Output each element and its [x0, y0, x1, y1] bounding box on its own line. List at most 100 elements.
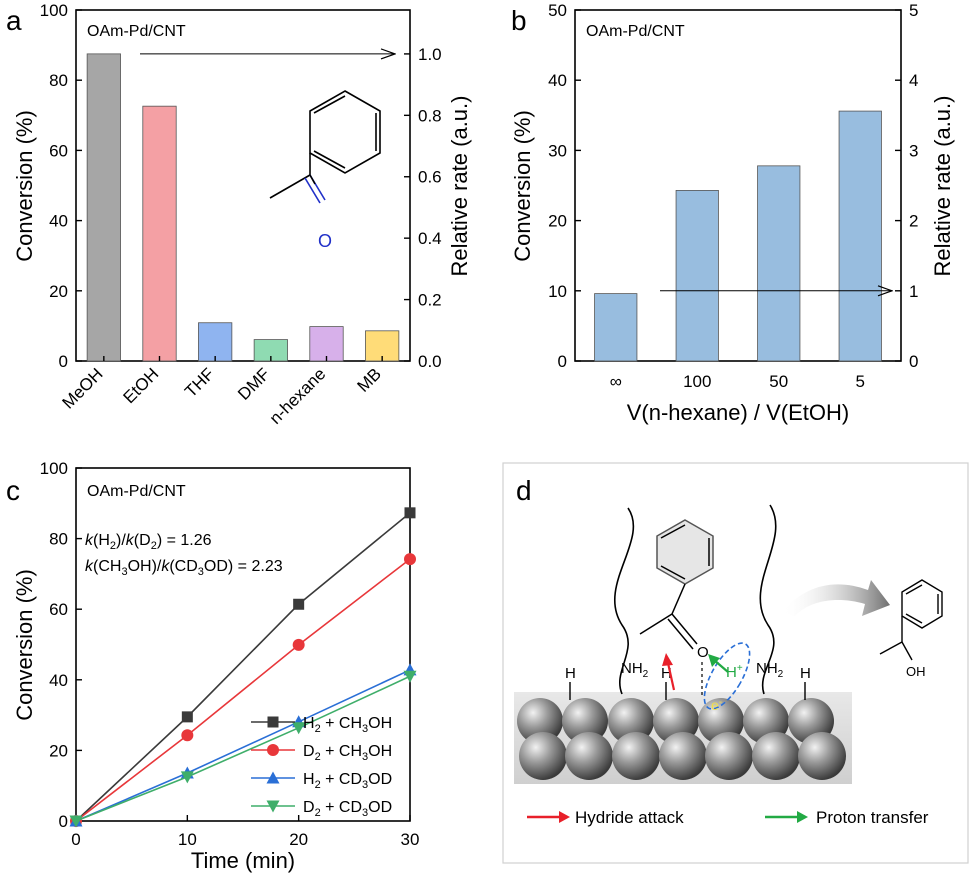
- y2-axis-b-tick-label: 5: [909, 1, 918, 20]
- plot-frame-b: [574, 9, 902, 362]
- y2-axis-a-tick-label: 0.6: [418, 168, 442, 187]
- y-axis-b-tick-label: 10: [548, 282, 567, 301]
- data-point-series-0: [404, 507, 416, 519]
- y-axis-a-tick-label: 100: [40, 1, 68, 20]
- y2-axis-a-tick-label: 0.0: [418, 352, 442, 371]
- product-oh-label: OH: [906, 664, 926, 679]
- panel-label-b: b: [511, 5, 527, 36]
- nh2-label-right: NH2: [756, 660, 784, 680]
- hydride-attack-arrow-icon: [666, 662, 676, 691]
- series-c: [69, 507, 417, 828]
- reaction-arrow-icon: [782, 580, 890, 616]
- adsorbed-acetophenone-icon: [639, 519, 714, 650]
- x-axis-c-tick-label: 20: [289, 830, 308, 849]
- data-point-series-1: [404, 553, 416, 566]
- y-axis-c: 0 20 40 60 80 100: [40, 459, 82, 831]
- pd-atom-bottom-3: [659, 732, 707, 780]
- oleylamine-chain-right-icon: [759, 504, 777, 695]
- panel-c: c OAm-Pd/CNT k(H2)/k(D2) = 1.26 k(CH3OH)…: [6, 459, 419, 873]
- x-label-c: Time (min): [191, 848, 295, 873]
- pd-atom-bottom-6: [798, 732, 846, 780]
- y-axis-b-tick-label: 50: [548, 1, 567, 20]
- legend-label-1: D2 + CH3OH: [303, 743, 392, 763]
- bar-meoh: [86, 53, 121, 362]
- x-tick-label-n-hexane: n-hexane: [266, 364, 330, 428]
- bars-b: [594, 110, 882, 362]
- y2-axis-a-tick-label: 0.2: [418, 291, 442, 310]
- data-point-series-0: [181, 711, 193, 723]
- y-axis-a-tick-label: 80: [49, 71, 68, 90]
- hydride-legend-arrow-icon: [559, 811, 570, 823]
- bar-n-hexane: [309, 326, 344, 362]
- data-point-series-0: [293, 598, 305, 610]
- carbonyl-oxygen-label: O: [318, 231, 332, 251]
- data-point-series-3: [403, 670, 417, 683]
- plot-frame-a: [75, 9, 411, 362]
- x-tick-label-b: 100: [683, 372, 711, 391]
- nh2-label-left: NH2: [621, 660, 649, 680]
- title-c: OAm-Pd/CNT: [87, 483, 186, 500]
- title-b: OAm-Pd/CNT: [586, 23, 685, 40]
- y-axis-a-tick-label: 40: [49, 212, 68, 231]
- data-point-series-3: [180, 771, 194, 784]
- panel-d: d NH2 NH2 H H H O: [502, 462, 969, 864]
- legend-label-0: H2 + CH3OH: [303, 715, 392, 735]
- y-axis-b-tick-label: 40: [548, 71, 567, 90]
- pd-nanoparticle-atoms: [517, 698, 846, 780]
- proton-label: H+: [726, 663, 743, 681]
- panel-label-a: a: [6, 5, 22, 36]
- y2-axis-a: 0.0 0.2 0.4 0.6 0.8 1.0: [404, 45, 442, 371]
- y-axis-a: 0 20 40 60 80 100: [40, 1, 82, 371]
- y2-axis-a-tick-label: 0.4: [418, 229, 442, 248]
- proton-arrowhead-icon: [708, 654, 720, 667]
- y-axis-a-tick-label: 20: [49, 282, 68, 301]
- proton-legend-arrow-icon: [797, 811, 808, 823]
- bar-ratio-0: [594, 293, 638, 362]
- x-axis-c: 0 10 20 30: [71, 815, 419, 849]
- y-axis-c-tick-label: 100: [40, 459, 68, 478]
- bar-ratio-1: [675, 190, 719, 362]
- bar-etoh: [142, 105, 177, 362]
- y-axis-a-tick-label: 60: [49, 141, 68, 160]
- x-tick-label-etoh: EtOH: [120, 364, 163, 407]
- acetophenone-structure-icon: [269, 90, 381, 204]
- legend-label-3: D2 + CD3OD: [303, 799, 392, 819]
- series-line-1: [75, 558, 411, 822]
- y-axis-a-tick-label: 0: [59, 352, 68, 371]
- oleylamine-chain-left-icon: [614, 507, 635, 695]
- scheme-frame: [502, 462, 969, 864]
- y-axis-c-tick-label: 60: [49, 600, 68, 619]
- phenylethanol-product-icon: [879, 579, 943, 661]
- data-point-series-1: [181, 729, 194, 742]
- x-tick-labels-b: ∞ 100 50 5: [610, 372, 865, 391]
- pd-atom-top-1: [562, 698, 608, 744]
- x-tick-label-mb: MB: [354, 364, 385, 395]
- surface-h-1: H: [565, 665, 576, 682]
- bar-ratio-2: [757, 165, 801, 362]
- y2-axis-a-tick-label: 1.0: [418, 45, 442, 64]
- y-axis-b-tick-label: 20: [548, 212, 567, 231]
- pd-atom-top-2: [608, 698, 654, 744]
- x-tick-label-meoh: MeOH: [58, 364, 106, 412]
- kie-annotation-h2-d2: k(H2)/k(D2) = 1.26: [85, 532, 212, 552]
- panel-label-d: d: [516, 475, 532, 506]
- x-axis-c-tick-label: 0: [71, 830, 80, 849]
- x-tick-label-thf: THF: [181, 364, 218, 401]
- y2-axis-a-tick-label: 0.8: [418, 106, 442, 125]
- series-line-3: [75, 675, 411, 822]
- series-line-2: [75, 669, 411, 822]
- pd-atom-bottom-2: [612, 732, 660, 780]
- hydride-arrowhead-icon: [662, 653, 673, 666]
- bar-ratio-3: [838, 110, 882, 362]
- surface-h-3: H: [800, 665, 811, 682]
- x-axis-c-tick-label: 30: [401, 830, 420, 849]
- legend-label-2: H2 + CD3OD: [303, 771, 392, 791]
- y2-axis-b-tick-label: 1: [909, 282, 918, 301]
- kie-annotation-solvent: k(CH3OH)/k(CD3OD) = 2.23: [85, 558, 283, 578]
- pd-atom-top-0: [517, 698, 563, 744]
- pd-atom-bottom-1: [565, 732, 613, 780]
- data-point-series-3: [69, 815, 83, 828]
- data-point-series-1: [292, 638, 305, 651]
